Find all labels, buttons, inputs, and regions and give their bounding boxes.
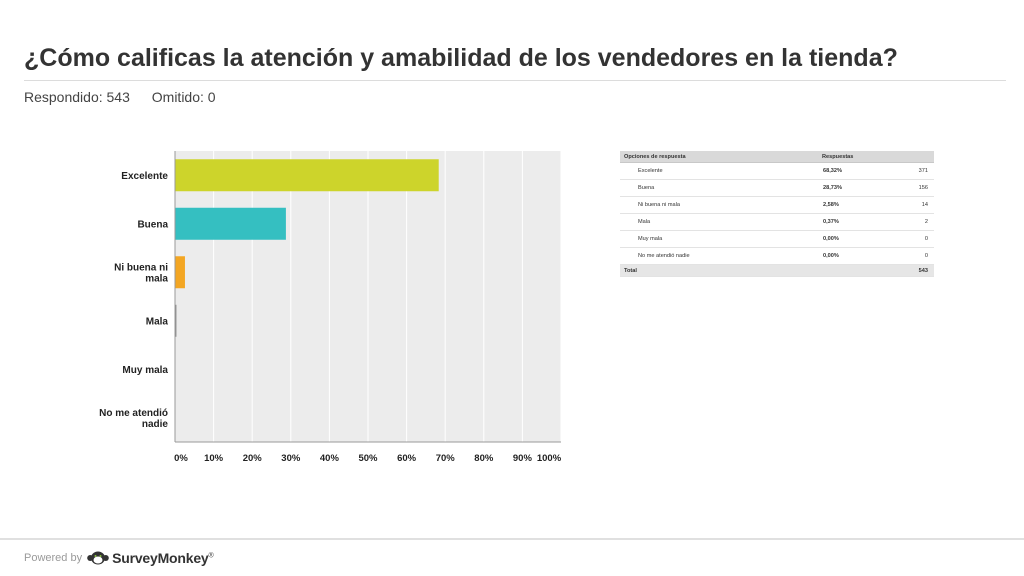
- category-label: Buena: [137, 219, 168, 230]
- category-label: Ni buena ni: [114, 262, 168, 273]
- table-row: Ni buena ni mala 2,58% 14: [620, 196, 934, 214]
- bar: [175, 304, 177, 337]
- x-tick-label: 100%: [537, 453, 562, 464]
- category-label: No me atendió: [99, 408, 168, 419]
- footer-divider: [0, 538, 1024, 540]
- table-cell-option: Muy mala: [620, 230, 818, 248]
- category-label: Mala: [146, 316, 169, 327]
- x-tick-label: 20%: [243, 453, 263, 464]
- title-divider: [24, 80, 1006, 81]
- surveymonkey-logo-icon: [87, 551, 109, 565]
- table-cell-percent: 2,58%: [818, 196, 903, 214]
- bar: [175, 207, 286, 240]
- footer: Powered by SurveyMonkey®: [24, 548, 214, 568]
- table-cell-option: Mala: [620, 213, 818, 231]
- table-header-responses: Respuestas: [818, 151, 934, 163]
- table-cell-percent: 0,37%: [818, 213, 903, 231]
- table-total-count: 543: [903, 264, 934, 277]
- x-tick-label: 50%: [358, 453, 378, 464]
- category-label: nadie: [142, 419, 169, 430]
- table-cell-count: 0: [903, 247, 934, 265]
- table-cell-option: No me atendió nadie: [620, 247, 818, 265]
- table-total-spacer: [818, 264, 903, 277]
- table-cell-count: 2: [903, 213, 934, 231]
- category-label: mala: [145, 273, 168, 284]
- table-cell-count: 371: [903, 162, 934, 180]
- response-summary: Respondido: 543 Omitido: 0: [24, 89, 234, 105]
- x-tick-label: 80%: [474, 453, 494, 464]
- table-row: Buena 28,73% 156: [620, 179, 934, 197]
- x-tick-label: 0%: [174, 453, 188, 464]
- table-cell-percent: 28,73%: [818, 179, 903, 197]
- skipped-count: Omitido: 0: [151, 89, 216, 105]
- table-cell-count: 0: [903, 230, 934, 248]
- table-cell-count: 156: [903, 179, 934, 197]
- table-cell-percent: 68,32%: [818, 162, 903, 180]
- answered-count: Respondido: 543: [24, 89, 130, 105]
- table-cell-count: 14: [903, 196, 934, 214]
- surveymonkey-brand: SurveyMonkey®: [112, 550, 214, 566]
- table-cell-percent: 0,00%: [818, 230, 903, 248]
- table-cell-percent: 0,00%: [818, 247, 903, 265]
- table-header-row: Opciones de respuesta Respuestas: [620, 151, 934, 163]
- table-row: No me atendió nadie 0,00% 0: [620, 247, 934, 265]
- bar: [175, 159, 439, 192]
- table-row: Muy mala 0,00% 0: [620, 230, 934, 248]
- brand-name: SurveyMonkey: [112, 550, 209, 566]
- page-title: ¿Cómo calificas la atención y amabilidad…: [24, 44, 898, 72]
- table-total-label: Total: [620, 264, 818, 277]
- table-header-options: Opciones de respuesta: [620, 151, 818, 163]
- brand-registered-mark: ®: [208, 552, 214, 560]
- x-tick-label: 70%: [436, 453, 456, 464]
- bar: [175, 256, 185, 289]
- response-table: Opciones de respuesta Respuestas Excelen…: [620, 151, 934, 277]
- table-row: Excelente 68,32% 371: [620, 162, 934, 180]
- table-cell-option: Excelente: [620, 162, 818, 180]
- category-label: Excelente: [121, 171, 168, 182]
- x-tick-label: 60%: [397, 453, 417, 464]
- x-tick-label: 40%: [320, 453, 340, 464]
- x-tick-label: 90%: [513, 453, 533, 464]
- table-cell-option: Ni buena ni mala: [620, 196, 818, 214]
- powered-by-label: Powered by: [24, 552, 83, 564]
- table-total-row: Total 543: [620, 264, 934, 277]
- x-tick-label: 10%: [204, 453, 224, 464]
- table-row: Mala 0,37% 2: [620, 213, 934, 231]
- category-label: Muy mala: [122, 365, 168, 376]
- x-tick-label: 30%: [281, 453, 301, 464]
- table-cell-option: Buena: [620, 179, 818, 197]
